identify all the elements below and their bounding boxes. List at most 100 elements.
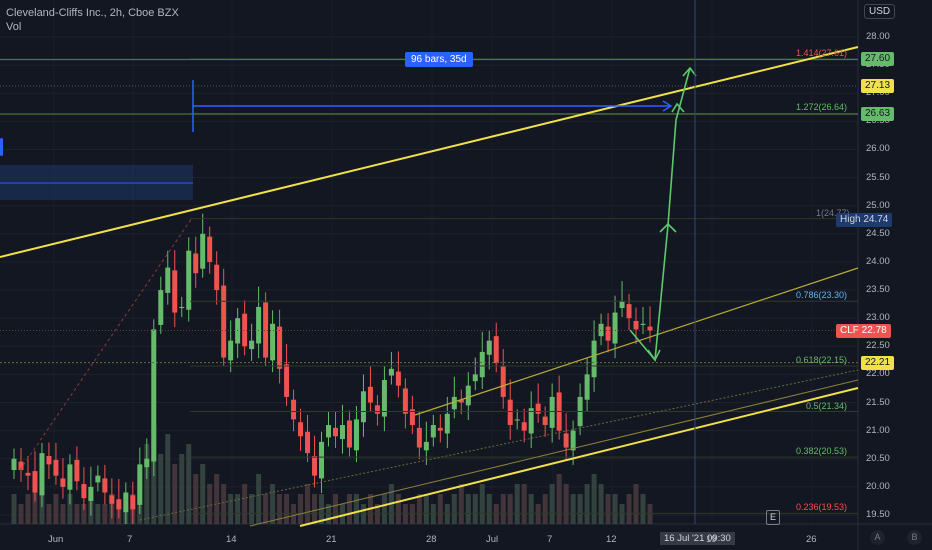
- candle-body: [381, 380, 387, 417]
- volume-bar: [221, 484, 227, 524]
- candle-body: [270, 323, 276, 361]
- earnings-marker[interactable]: E: [766, 510, 780, 525]
- volume-bar: [81, 504, 87, 524]
- time-axis-label: 7: [547, 534, 553, 545]
- volume-bar: [312, 494, 318, 524]
- time-axis-label: 28: [426, 534, 437, 545]
- candle-body: [291, 399, 297, 420]
- volume-bar: [256, 474, 262, 524]
- volume-bar: [346, 494, 352, 524]
- volume-bar: [458, 484, 464, 524]
- volume-bar: [179, 454, 185, 524]
- price-axis-label: 24.00: [866, 255, 890, 267]
- candle-body: [200, 233, 206, 269]
- candle-body: [451, 396, 457, 410]
- volume-bar: [339, 504, 345, 524]
- volume-bar: [598, 484, 604, 524]
- time-axis-label: 14: [226, 534, 237, 545]
- candle-body: [109, 495, 115, 504]
- volume-bar: [18, 504, 24, 524]
- candle-body: [514, 419, 520, 421]
- volume-bar: [95, 504, 101, 524]
- volume-legend[interactable]: Vol: [6, 21, 22, 33]
- candle-body: [263, 302, 269, 358]
- time-axis-label: 7: [127, 534, 133, 545]
- candle-body: [549, 396, 555, 428]
- candle-body: [409, 409, 415, 426]
- fib-level-label: 1.414(27.61): [796, 47, 848, 58]
- candle-body: [88, 486, 94, 501]
- dotted-channel-line: [139, 369, 859, 521]
- side-drawing-chip[interactable]: [0, 138, 3, 156]
- volume-bar: [25, 494, 31, 524]
- volume-bar: [11, 494, 17, 524]
- candle-body: [277, 326, 283, 369]
- volume-bar: [605, 494, 611, 524]
- candle-body: [25, 472, 31, 476]
- candle-body: [319, 441, 325, 479]
- candle-body: [172, 270, 178, 313]
- candle-body: [465, 385, 471, 406]
- volume-bar: [535, 504, 541, 524]
- price-axis-label: 24.50: [866, 227, 890, 239]
- candle-body: [18, 461, 24, 471]
- volume-bar: [374, 504, 380, 524]
- candle-body: [339, 425, 345, 440]
- volume-bar: [249, 494, 255, 524]
- candle-body: [95, 475, 101, 483]
- price-axis-label: 28.00: [866, 31, 890, 42]
- volume-bar: [507, 494, 513, 524]
- projection-arrowhead: [647, 349, 661, 362]
- volume-bar: [549, 484, 555, 524]
- price-axis-label: 26.00: [866, 143, 890, 155]
- volume-bar: [270, 484, 276, 524]
- volume-bar: [584, 484, 590, 524]
- volume-bar: [186, 444, 192, 524]
- candle-body: [423, 441, 429, 451]
- auto-scale-button[interactable]: A: [870, 530, 885, 545]
- fib-level-label: 0.5(21.34): [806, 400, 848, 411]
- price-tag: 26.63: [861, 107, 895, 122]
- candle-body: [402, 388, 408, 414]
- candle-body: [535, 403, 541, 414]
- candle-body: [542, 416, 548, 426]
- candle-body: [32, 471, 38, 493]
- volume-bar: [493, 504, 499, 524]
- price-tag: CLF 22.78: [836, 323, 891, 338]
- currency-button[interactable]: USD: [864, 4, 896, 19]
- candle-body: [493, 336, 499, 364]
- volume-bar: [326, 504, 332, 524]
- candle-body: [528, 408, 534, 434]
- candle-body: [186, 250, 192, 310]
- candle-body: [479, 351, 485, 378]
- price-tag: High 24.74: [836, 213, 893, 228]
- candle-body: [437, 427, 443, 431]
- fib-level-label: 1.272(26.64): [796, 102, 848, 113]
- volume-bar: [472, 494, 478, 524]
- candle-body: [256, 306, 262, 344]
- log-scale-button[interactable]: B: [907, 530, 922, 545]
- time-axis-label: 21: [326, 534, 337, 545]
- volume-bar: [353, 494, 359, 524]
- fib-level-label: 0.618(22.15): [796, 354, 848, 365]
- candle-body: [116, 499, 122, 510]
- candle-body: [81, 484, 87, 499]
- candle-body: [312, 455, 318, 476]
- candle-body: [472, 374, 478, 382]
- time-axis-label: 12: [606, 534, 617, 545]
- volume-bar: [263, 494, 269, 524]
- candle-body: [367, 386, 373, 403]
- volume-bar: [214, 474, 220, 524]
- volume-bar: [284, 494, 290, 524]
- candle-body: [647, 326, 653, 331]
- time-axis-label: 26: [806, 534, 817, 545]
- candle-body: [305, 431, 311, 454]
- candle-body: [591, 340, 597, 378]
- fib-level-label: 0.236(19.53): [796, 502, 848, 513]
- candle-body: [507, 399, 513, 426]
- symbol-title[interactable]: Cleveland-Cliffs Inc., 2h, Cboe BZX: [6, 7, 179, 19]
- fib-trend-line: [19, 217, 193, 471]
- time-axis-label: Jul: [486, 534, 499, 545]
